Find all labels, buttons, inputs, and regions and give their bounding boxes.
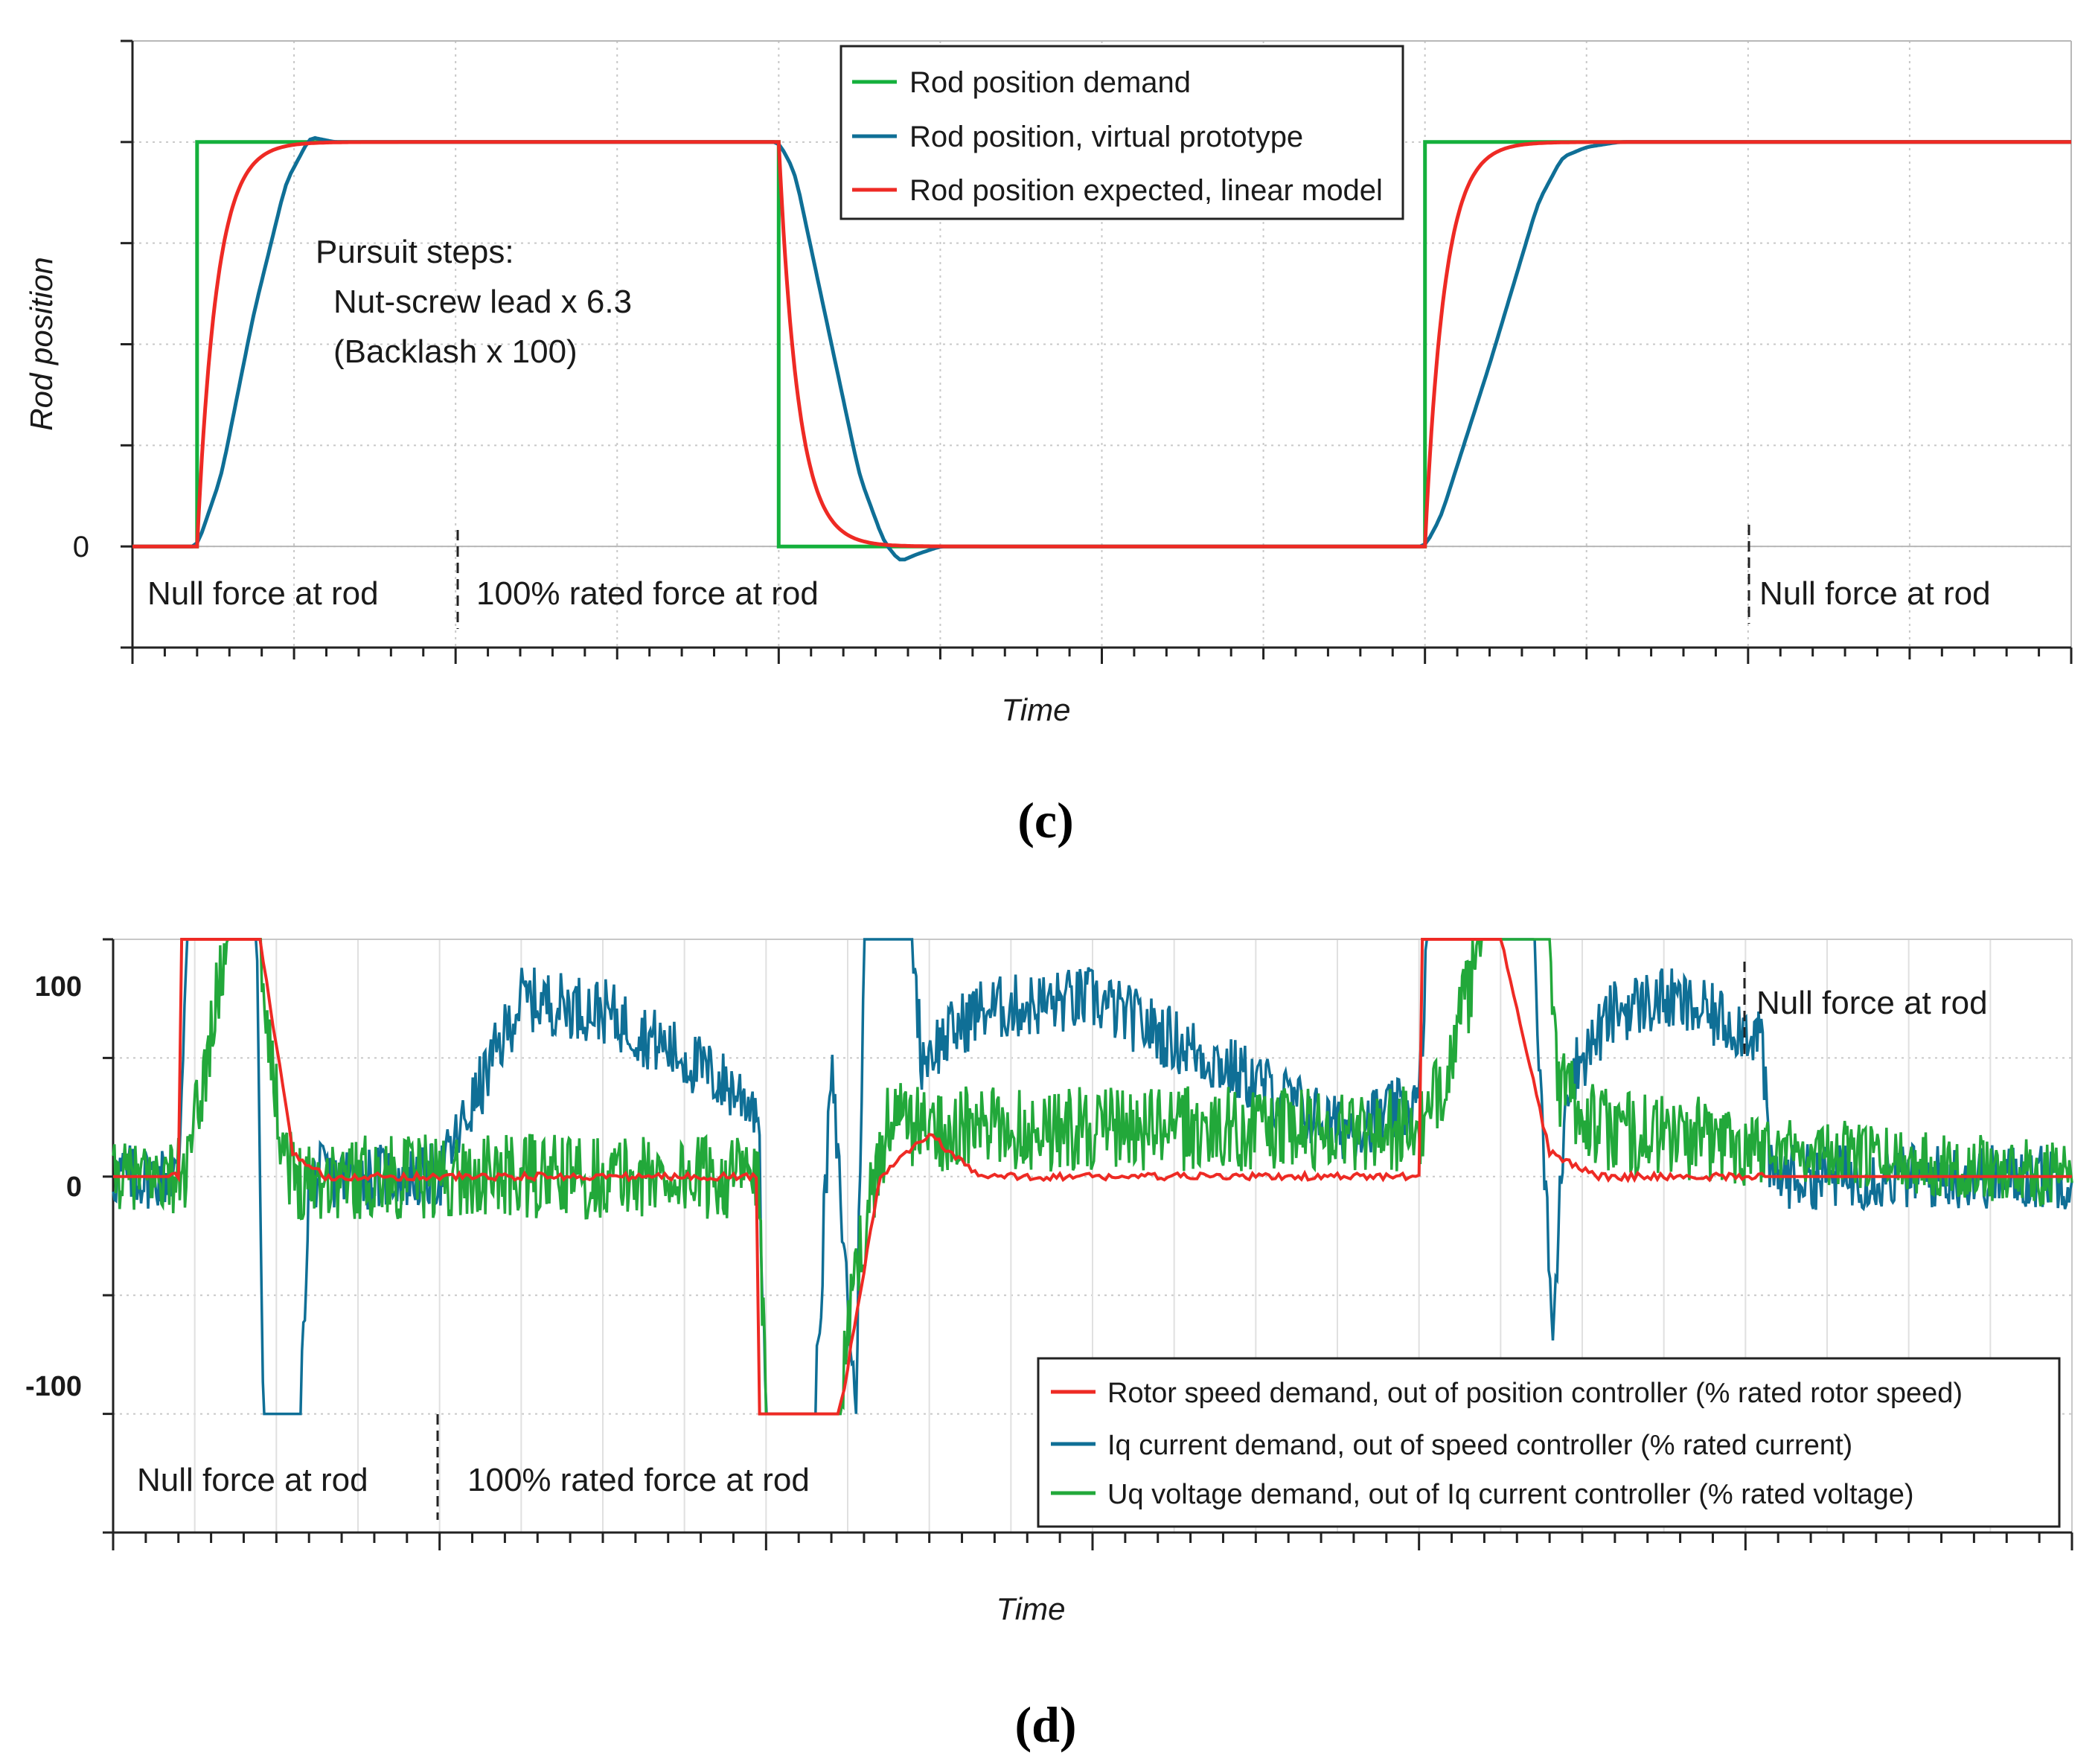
panel-d-xlabel: Time [997, 1591, 1066, 1626]
panel-c-region-null-1: Null force at rod [147, 575, 379, 612]
panel-d-caption: (d) [1014, 1696, 1076, 1753]
panel-d-region-rated: 100% rated force at rod [467, 1462, 810, 1498]
legend-label-speed: Rotor speed demand, out of position cont… [1107, 1378, 1963, 1409]
legend-label-demand: Rod position demand [909, 66, 1191, 99]
panel-c-annotation-backlash: (Backlash x 100) [333, 333, 578, 370]
panel-c-ylabel: Rod position [24, 257, 59, 430]
panel-c-legend: Rod position demand Rod position, virtua… [839, 45, 1404, 220]
panel-d-legend: Rotor speed demand, out of position cont… [1037, 1357, 2061, 1528]
legend-label-linear: Rod position expected, linear model [909, 174, 1383, 207]
panel-d-region-null-2: Null force at rod [1756, 985, 1988, 1021]
panel-c-region-rated: 100% rated force at rod [476, 575, 819, 612]
panel-c-xlabel: Time [1002, 692, 1071, 727]
panel-d-axes [103, 938, 2073, 1550]
panel-c-series [132, 135, 2071, 562]
legend-label-uq: Uq voltage demand, out of Iq current con… [1107, 1479, 1914, 1510]
legend-label-virtual: Rod position, virtual prototype [909, 121, 1303, 153]
panel-d-ytick-100: 100 [35, 971, 82, 1003]
series-uq-voltage-demand [112, 938, 2073, 1416]
panel-c: Rod position 0 Time Pursuit steps: Nut-s… [24, 39, 2073, 849]
panel-c-ytick-0: 0 [73, 531, 89, 563]
panel-d-region-null-1: Null force at rod [137, 1462, 368, 1498]
panel-d: 100 0 -100 Time Null force at rod 100% r… [25, 938, 2073, 1753]
panel-c-caption: (c) [1017, 792, 1073, 849]
series-rod-position-linear [132, 140, 2071, 549]
panel-c-annotation-lead: Nut-screw lead x 6.3 [333, 284, 632, 320]
panel-c-region-null-2: Null force at rod [1759, 575, 1991, 612]
series-rotor-speed-demand [113, 938, 2072, 1416]
series-rod-position-demand [132, 140, 2071, 549]
panel-c-annotation-title: Pursuit steps: [316, 234, 514, 270]
panel-d-ytick-minus100: -100 [25, 1371, 82, 1402]
panel-d-ytick-0: 0 [66, 1172, 82, 1203]
legend-label-iq: Iq current demand, out of speed controll… [1107, 1430, 1852, 1461]
